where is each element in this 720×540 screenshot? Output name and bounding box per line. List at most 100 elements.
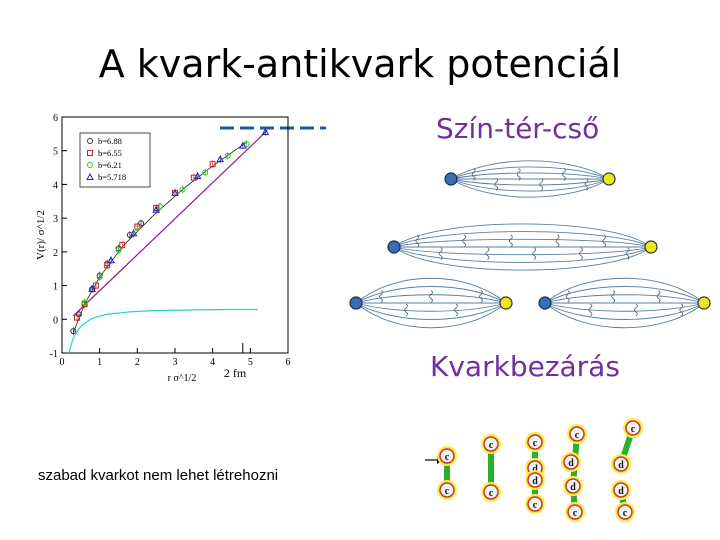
dashed-marker-line xyxy=(220,126,326,130)
field-line xyxy=(450,178,610,198)
quark-ball xyxy=(565,478,581,494)
field-line xyxy=(393,246,652,256)
y-tick-label: 5 xyxy=(53,147,58,158)
gluon-squiggle xyxy=(471,168,476,181)
antiquark-dot xyxy=(602,172,616,186)
quark-ball xyxy=(613,456,629,472)
quark-label: c xyxy=(533,438,538,449)
quark-label: d xyxy=(568,458,574,469)
y-tick-label: 3 xyxy=(53,214,58,225)
gluon-squiggle xyxy=(539,178,544,191)
flux-tube xyxy=(387,223,658,271)
quark-label: c xyxy=(575,430,580,441)
gluon-squiggle xyxy=(532,247,537,260)
gluon-squiggle xyxy=(415,234,420,248)
quark-label: c xyxy=(445,486,450,497)
quark-label: c xyxy=(533,500,538,511)
field-line xyxy=(393,223,652,248)
gluon-squiggle xyxy=(454,303,458,317)
field-line xyxy=(355,302,507,312)
field-line xyxy=(393,231,652,248)
quark-label: c xyxy=(573,508,578,519)
slide-title: A kvark-antikvark potenciál xyxy=(98,42,622,86)
flux-tube-heading: Szín-tér-cső xyxy=(436,112,600,145)
coulomb-curve xyxy=(68,308,258,354)
antiquark-dot xyxy=(499,296,513,310)
quark-ball xyxy=(439,482,455,498)
field-line xyxy=(450,172,610,180)
field-line xyxy=(544,302,705,329)
caption-text: szabad kvarkot nem lehet létrehozni xyxy=(38,467,279,484)
legend-label: b=6.21 xyxy=(98,160,122,170)
quark-ball xyxy=(527,472,543,488)
gluon-squiggle xyxy=(438,247,443,260)
antiquark-dot xyxy=(697,296,711,310)
gluon-squiggle xyxy=(462,234,466,248)
field-line xyxy=(393,246,652,263)
field-line xyxy=(544,294,705,304)
gluon-squiggle xyxy=(602,234,607,248)
gluon-squiggle xyxy=(404,303,408,317)
flux-tube xyxy=(444,160,616,198)
flux-tube-diagrams xyxy=(349,160,711,329)
quark-ball xyxy=(483,436,499,452)
field-line xyxy=(450,166,610,180)
gluon-squiggle xyxy=(633,303,638,317)
quark-label: c xyxy=(445,452,450,463)
gluon-squiggle xyxy=(679,303,684,317)
legend-marker xyxy=(86,172,94,180)
quark-label: c xyxy=(623,508,628,519)
quark-dot xyxy=(349,296,363,310)
flux-tube xyxy=(538,277,711,329)
field-line xyxy=(355,286,507,304)
y-tick-label: 4 xyxy=(53,180,58,191)
field-line xyxy=(450,178,610,192)
gluon-squiggle xyxy=(429,290,433,303)
field-line xyxy=(393,246,652,271)
x-tick-label: 4 xyxy=(210,357,215,368)
gluon-squiggle xyxy=(379,290,383,303)
gluon-squiggle xyxy=(579,247,583,260)
gluon-squiggle xyxy=(555,234,560,248)
gluon-squiggle xyxy=(588,303,593,317)
quark-ball xyxy=(483,484,499,500)
y-tick-label: -1 xyxy=(50,349,58,360)
x-tick-label: 5 xyxy=(248,357,253,368)
quark-ball xyxy=(439,448,455,464)
quark-label: d xyxy=(532,476,538,487)
linear-fit-line xyxy=(72,130,268,317)
quark-label: d xyxy=(618,486,624,497)
legend-marker xyxy=(87,150,93,156)
y-tick-label: 1 xyxy=(53,282,58,293)
quark-ball xyxy=(567,504,583,520)
chart-legend: b=6.88 b=6.55 b=6.21 b=5.718 xyxy=(79,132,151,188)
quark-dot xyxy=(538,296,552,310)
quark-dot xyxy=(387,240,401,254)
quark-label: d xyxy=(618,460,624,471)
legend-label: b=6.55 xyxy=(98,148,122,158)
quark-dot xyxy=(444,172,458,186)
distance-annotation: 2 fm xyxy=(224,366,247,380)
legend-label: b=5.718 xyxy=(98,172,126,182)
gluon-squiggle xyxy=(625,247,630,260)
gluon-squiggle xyxy=(516,168,521,181)
quark-label: d xyxy=(532,464,538,475)
field-line xyxy=(544,277,705,304)
gluon-squiggle xyxy=(611,290,616,303)
y-axis-label: V(r)/ σ^1/2 xyxy=(35,210,47,260)
legend-marker xyxy=(87,138,93,144)
quark-ball xyxy=(613,482,629,498)
gluon-squiggle xyxy=(485,247,490,260)
x-tick-label: 6 xyxy=(286,357,291,368)
quark-label: c xyxy=(489,488,494,499)
gluon-squiggle xyxy=(508,234,513,248)
x-tick-label: 2 xyxy=(135,357,140,368)
quark-ball xyxy=(625,420,641,436)
quark-ball xyxy=(527,434,543,450)
legend-marker xyxy=(87,162,93,168)
x-tick-label: 0 xyxy=(60,357,65,368)
x-tick-label: 3 xyxy=(173,357,178,368)
field-line xyxy=(393,238,652,248)
